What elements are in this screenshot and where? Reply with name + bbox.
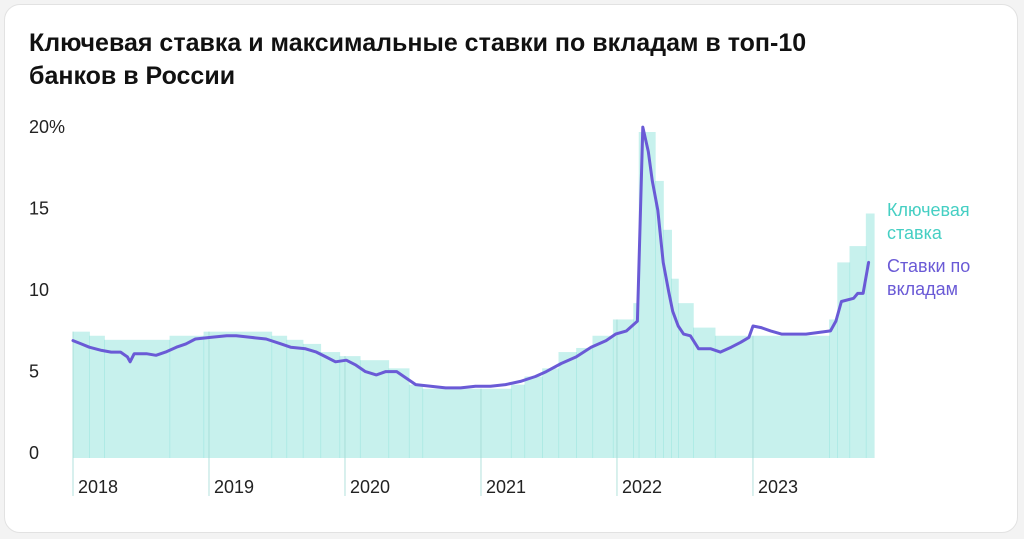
key-rate-step <box>865 213 875 458</box>
x-tick-label: 2019 <box>214 477 254 497</box>
y-tick-label: 5 <box>29 361 39 381</box>
key-rate-step <box>849 246 867 458</box>
legend-entry: Ключевая ставка <box>887 200 970 243</box>
x-tick-label: 2023 <box>758 477 798 497</box>
y-tick-label: 15 <box>29 198 49 218</box>
key-rate-step <box>169 335 205 458</box>
key-rate-step <box>510 384 526 458</box>
key-rate-step <box>89 335 105 458</box>
key-rate-step <box>73 331 90 458</box>
key-rate-step <box>339 356 361 458</box>
key-rate-step <box>714 335 830 458</box>
x-tick-label: 2021 <box>486 477 526 497</box>
y-tick-label: 10 <box>29 280 49 300</box>
key-rate-step <box>422 388 512 458</box>
deposit-rate-line <box>71 125 871 390</box>
x-tick-label: 2018 <box>78 477 118 497</box>
key-rate-step <box>524 376 543 458</box>
key-rate-step <box>542 368 560 458</box>
key-rate-step <box>286 339 304 458</box>
key-rate-step <box>671 278 679 458</box>
key-rate-step <box>320 352 341 458</box>
key-rate-step <box>655 180 664 458</box>
key-rate-step <box>359 360 390 458</box>
key-rate-step <box>408 384 424 458</box>
key-rate-step <box>612 319 634 458</box>
key-rate-step <box>576 347 594 458</box>
key-rate-step <box>663 229 672 458</box>
key-rate-step <box>558 352 577 458</box>
x-tick-label: 2022 <box>622 477 662 497</box>
key-rate-step <box>829 319 838 458</box>
key-rate-step <box>693 327 716 458</box>
key-rate-step <box>638 132 656 458</box>
key-rate-step <box>592 335 614 458</box>
y-tick-label: 20% <box>29 117 65 137</box>
key-rate-step <box>678 303 694 458</box>
y-tick-label: 0 <box>29 443 39 463</box>
key-rate-step <box>302 343 322 458</box>
key-rate-step <box>203 331 273 458</box>
x-tick-label: 2020 <box>350 477 390 497</box>
key-rate-step <box>633 303 640 458</box>
legend-entry: Ставки по вкладам <box>887 256 971 299</box>
chart-title: Ключевая ставка и максимальные ставки по… <box>29 29 807 90</box>
key-rate-step <box>837 262 851 458</box>
key-rate-step <box>104 339 171 458</box>
plot: 0 5 10 15 20% 2018 2019 2020 2021 2022 2023 <box>29 117 875 497</box>
key-rate-step <box>271 335 288 458</box>
key-rate-step <box>388 368 410 458</box>
chart-card: Ключевая ставка и максимальные ставки по… <box>4 4 1018 533</box>
